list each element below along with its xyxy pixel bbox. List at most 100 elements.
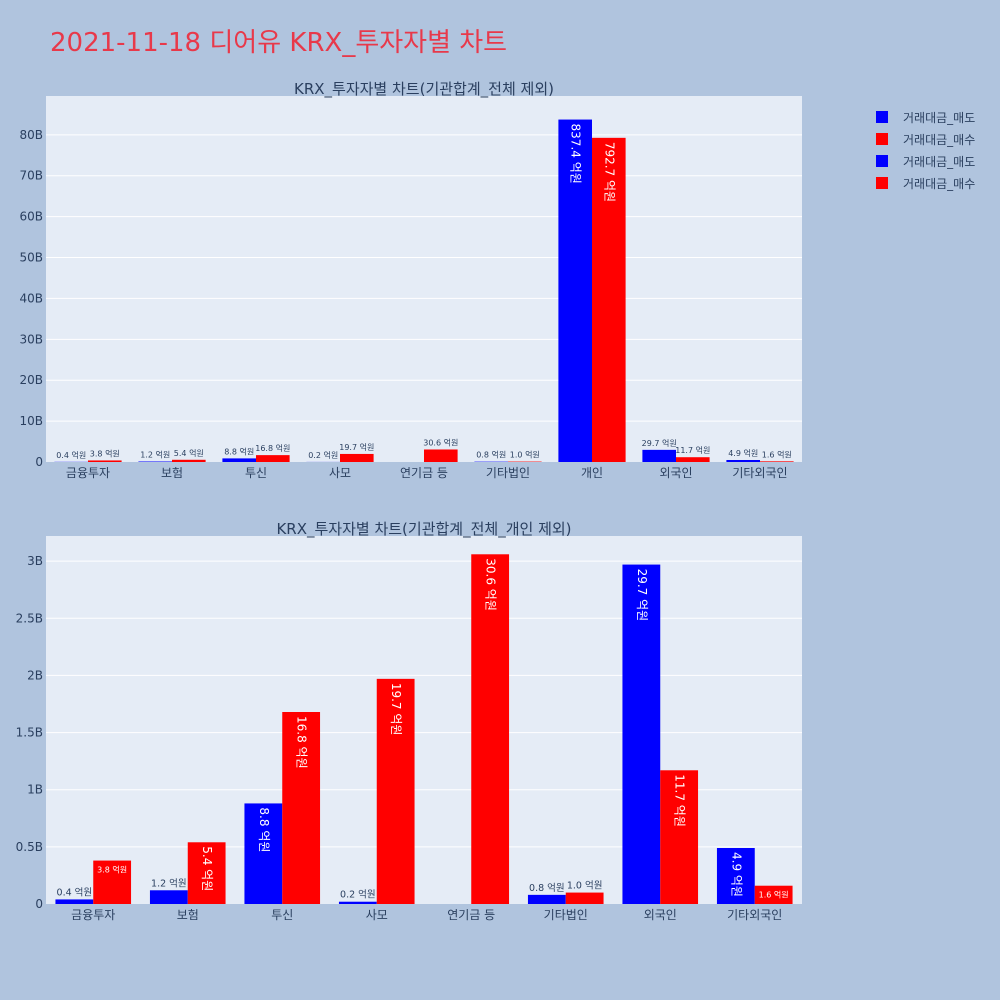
data-label: 11.7 억원 (675, 445, 710, 455)
data-label: 792.7 억원 (602, 142, 616, 202)
legend-swatch (876, 133, 888, 145)
data-label: 4.9 억원 (728, 448, 758, 458)
y-tick-label: 0 (35, 897, 43, 911)
data-label: 1.0 억원 (567, 880, 603, 892)
legend-swatch (876, 155, 888, 167)
sell-bar (244, 803, 283, 904)
data-label: 4.9 억원 (729, 852, 743, 897)
chart-panel-2: 0 0.5B 1B 1.5B 2B 2.5B 3B KRX_투자자별 차트(기관합계_전체_개… (16, 520, 802, 922)
chart-title: KRX_투자자별 차트(기관합계_전체_개인 제외) (276, 520, 571, 539)
sell-bar (558, 119, 592, 462)
legend-label: 거래대금_매수 (903, 176, 976, 191)
y-tick-label: 80B (19, 128, 43, 142)
x-tick-label: 기타외국인 (727, 908, 782, 922)
data-label: 1.6 억원 (759, 890, 789, 900)
x-tick-label: 보험 (177, 908, 199, 922)
data-label: 16.8 억원 (255, 443, 290, 453)
legend-item[interactable]: 거래대금_매수 (876, 128, 975, 150)
y-tick-label: 1B (27, 783, 43, 797)
buy-bar (592, 137, 626, 462)
buy-bar (340, 453, 374, 462)
data-label: 1.2 억원 (151, 877, 187, 889)
data-label: 0.8 억원 (476, 450, 506, 460)
y-tick-label: 3B (27, 554, 43, 568)
data-label: 29.7 억원 (642, 438, 677, 448)
data-label: 0.8 억원 (529, 882, 565, 894)
x-tick-label: 투신 (271, 908, 293, 922)
y-tick-label: 2B (27, 668, 43, 682)
sell-bar (149, 890, 188, 904)
y-tick-label: 30B (19, 332, 43, 346)
data-label: 8.8 억원 (257, 807, 271, 852)
data-label: 3.8 억원 (90, 448, 120, 458)
data-label: 11.7 억원 (673, 774, 687, 827)
buy-bar (172, 459, 206, 462)
legend-label: 거래대금_매도 (903, 154, 976, 169)
x-tick-label: 외국인 (659, 466, 692, 480)
y-tick-label: 0 (35, 455, 43, 469)
legend-label: 거래대금_매수 (903, 132, 976, 147)
data-label: 0.2 억원 (340, 889, 376, 901)
sell-bar (642, 449, 676, 462)
legend-item[interactable]: 거래대금_매수 (876, 172, 975, 194)
y-tick-label: 50B (19, 251, 43, 265)
legend[interactable]: 거래대금_매도 거래대금_매수 거래대금_매도 거래대금_매수 (876, 106, 975, 194)
y-tick-label: 2.5B (16, 611, 43, 625)
x-tick-label: 금융투자 (71, 908, 115, 922)
sell-bar (222, 458, 256, 462)
data-label: 5.4 억원 (200, 846, 214, 891)
x-tick-label: 연기금 등 (400, 466, 448, 480)
data-label: 8.8 억원 (224, 446, 254, 456)
legend-item[interactable]: 거래대금_매도 (876, 150, 975, 172)
x-tick-label: 금융투자 (66, 466, 110, 480)
y-tick-label: 0.5B (16, 840, 43, 854)
buy-bar (256, 455, 290, 462)
x-tick-label: 사모 (366, 908, 388, 922)
data-label: 1.2 억원 (140, 450, 170, 460)
buy-bar (88, 460, 122, 462)
buy-bar (760, 461, 794, 462)
buy-bar (754, 885, 793, 904)
page-title: 2021-11-18 디어유 KRX_투자자별 차트 (50, 28, 508, 58)
buy-bar (565, 892, 604, 904)
data-label: 837.4 억원 (569, 124, 583, 184)
buy-bar (93, 860, 132, 904)
sell-bar (527, 894, 566, 904)
x-tick-label: 기타법인 (544, 908, 588, 922)
sell-bar (338, 901, 377, 904)
buy-bar (676, 457, 710, 462)
buy-bar (187, 842, 226, 904)
data-label: 19.7 억원 (389, 683, 403, 736)
data-label: 0.4 억원 (57, 886, 93, 898)
y-tick-label: 1.5B (16, 726, 43, 740)
x-tick-label: 기타법인 (486, 466, 530, 480)
y-tick-label: 60B (19, 210, 43, 224)
legend-swatch (876, 111, 888, 123)
buy-bar (376, 678, 415, 904)
legend-swatch (876, 177, 888, 189)
x-tick-label: 보험 (161, 466, 183, 480)
sell-bar (55, 899, 94, 904)
x-tick-label: 개인 (581, 466, 603, 480)
data-label: 0.2 억원 (308, 450, 338, 460)
data-label: 30.6 억원 (423, 437, 458, 447)
x-tick-label: 외국인 (644, 908, 677, 922)
y-tick-label: 40B (19, 291, 43, 305)
sell-bar (726, 459, 760, 462)
buy-bar (424, 449, 458, 462)
y-tick-label: 70B (19, 169, 43, 183)
buy-bar (471, 554, 510, 904)
x-tick-label: 연기금 등 (447, 908, 495, 922)
data-label: 0.4 억원 (56, 450, 86, 460)
sell-bar (622, 564, 661, 904)
plot-area (46, 96, 802, 462)
buy-bar (660, 770, 699, 904)
data-label: 16.8 억원 (295, 716, 309, 769)
y-tick-label: 10B (19, 414, 43, 428)
buy-bar (282, 712, 321, 904)
data-label: 3.8 억원 (97, 865, 127, 875)
data-label: 1.0 억원 (510, 450, 540, 460)
legend-item[interactable]: 거래대금_매도 (876, 106, 975, 128)
data-label: 1.6 억원 (762, 449, 792, 459)
